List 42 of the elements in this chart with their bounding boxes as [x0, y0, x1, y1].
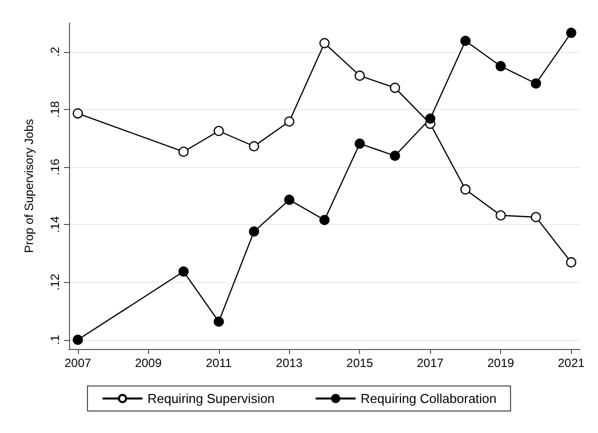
x-tick-label: 2015 — [346, 356, 374, 370]
x-tick-label: 2017 — [416, 356, 444, 370]
point — [566, 257, 576, 268]
point — [248, 226, 260, 237]
point — [354, 138, 365, 149]
point — [178, 146, 189, 157]
point — [284, 116, 294, 127]
point — [496, 210, 506, 220]
legend-label: Requiring Collaboration — [360, 391, 497, 406]
point — [214, 126, 224, 136]
point — [354, 70, 365, 81]
point — [319, 214, 330, 226]
point — [390, 150, 400, 161]
x-tick-label: 2019 — [487, 356, 514, 370]
point — [72, 334, 83, 345]
point — [496, 61, 506, 72]
y-axis-title: Prop of Supervisory Jobs — [22, 118, 36, 254]
point — [178, 266, 189, 277]
point — [319, 38, 330, 48]
x-tick-label: 2011 — [206, 356, 232, 370]
x-tick-label: 2013 — [276, 356, 303, 370]
point — [214, 316, 224, 327]
point — [530, 212, 542, 222]
y-tick-label: .2 — [48, 46, 62, 57]
legend-label: Requiring Supervision — [147, 391, 275, 406]
point — [460, 36, 471, 46]
x-tick-label: 2009 — [134, 356, 162, 370]
point — [248, 141, 260, 152]
point — [566, 28, 576, 38]
point — [390, 82, 400, 93]
y-tick-label: .12 — [48, 274, 62, 291]
point — [72, 108, 83, 119]
y-tick-label: .1 — [48, 334, 62, 345]
point — [460, 184, 471, 195]
x-tick-label: 2007 — [64, 356, 92, 370]
y-tick-label: .18 — [48, 100, 62, 118]
point — [425, 114, 436, 124]
y-tick-label: .16 — [48, 158, 62, 176]
y-tick-label: .14 — [48, 216, 62, 233]
point — [284, 194, 294, 205]
point — [530, 78, 542, 89]
x-tick-label: 2021 — [558, 356, 585, 370]
